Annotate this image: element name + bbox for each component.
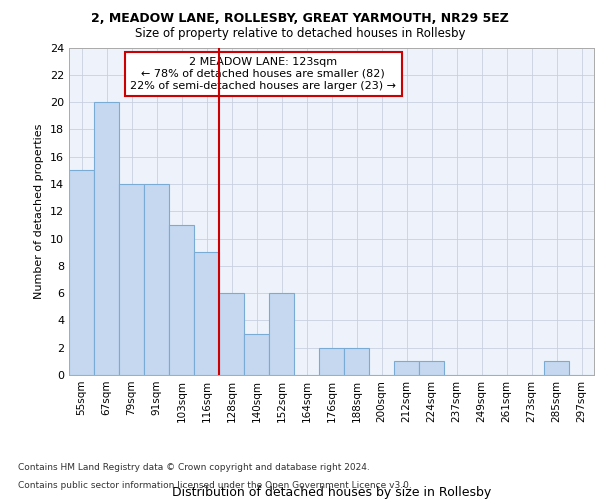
Bar <box>544 362 569 375</box>
Bar <box>69 170 94 375</box>
Bar <box>244 334 269 375</box>
Bar <box>419 362 444 375</box>
Text: 2, MEADOW LANE, ROLLESBY, GREAT YARMOUTH, NR29 5EZ: 2, MEADOW LANE, ROLLESBY, GREAT YARMOUTH… <box>91 12 509 26</box>
Bar <box>194 252 219 375</box>
Text: Contains public sector information licensed under the Open Government Licence v3: Contains public sector information licen… <box>18 481 412 490</box>
Text: Size of property relative to detached houses in Rollesby: Size of property relative to detached ho… <box>135 28 465 40</box>
Text: 2 MEADOW LANE: 123sqm
← 78% of detached houses are smaller (82)
22% of semi-deta: 2 MEADOW LANE: 123sqm ← 78% of detached … <box>130 58 396 90</box>
Text: Contains HM Land Registry data © Crown copyright and database right 2024.: Contains HM Land Registry data © Crown c… <box>18 464 370 472</box>
Bar <box>169 225 194 375</box>
Bar <box>344 348 369 375</box>
Bar <box>94 102 119 375</box>
Bar <box>144 184 169 375</box>
Y-axis label: Number of detached properties: Number of detached properties <box>34 124 44 299</box>
Bar <box>269 293 294 375</box>
X-axis label: Distribution of detached houses by size in Rollesby: Distribution of detached houses by size … <box>172 486 491 499</box>
Bar <box>319 348 344 375</box>
Bar <box>394 362 419 375</box>
Bar <box>119 184 144 375</box>
Bar <box>219 293 244 375</box>
